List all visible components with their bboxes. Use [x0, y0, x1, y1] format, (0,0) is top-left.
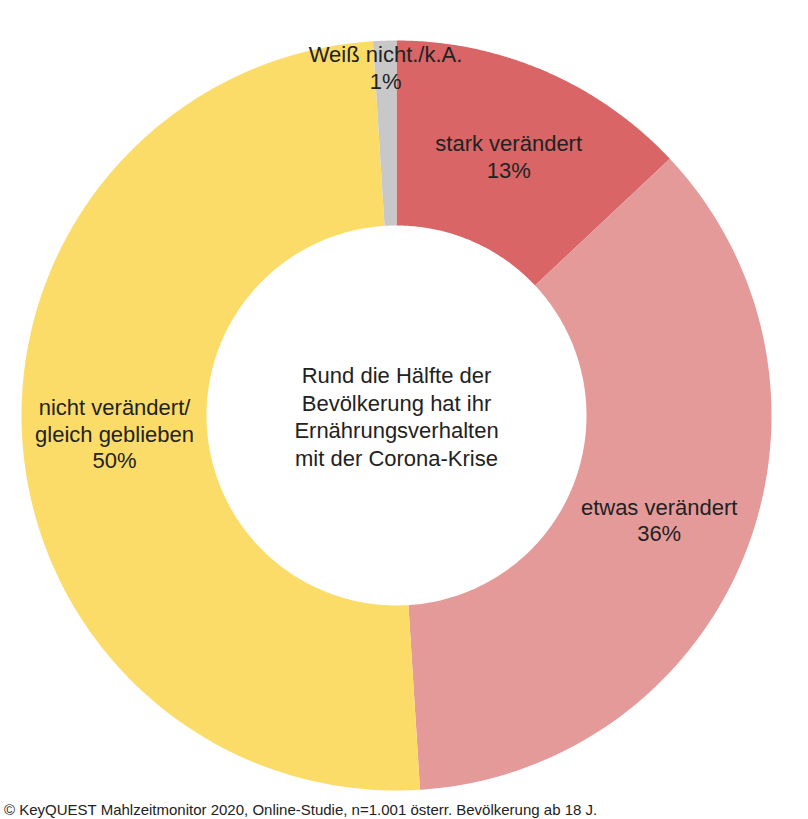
svg-text:nicht verändert/gleich geblieb: nicht verändert/gleich geblieben50% [35, 395, 194, 473]
svg-text:etwas verändert36%: etwas verändert36% [581, 495, 738, 546]
html-text:© KeyQUEST Mahlzeitmonitor 202: © KeyQUEST Mahlzeitmonitor 2020, Online-… [4, 801, 598, 818]
svg-text:stark verändert13%: stark verändert13% [435, 131, 582, 182]
svg-text:Weiß nicht./k.A.1%: Weiß nicht./k.A.1% [309, 42, 463, 93]
svg-text:Rund die Hälfte derBevölkerung: Rund die Hälfte derBevölkerung hat ihrEr… [294, 363, 498, 471]
